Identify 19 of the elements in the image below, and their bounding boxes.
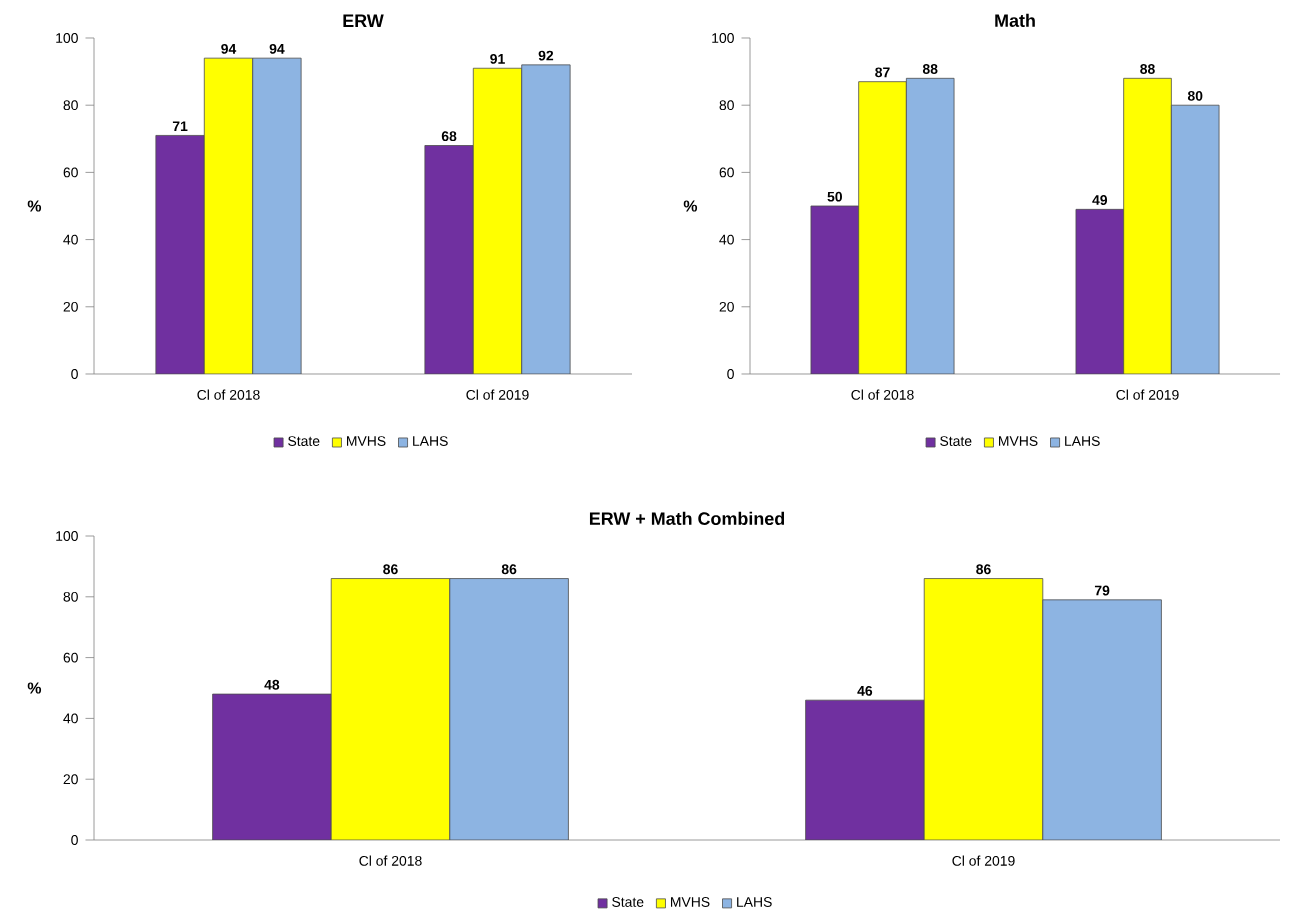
bar: [449, 578, 569, 840]
bar: [521, 64, 571, 374]
bar: [810, 205, 860, 374]
bar: [805, 699, 925, 840]
chart-title: Math: [995, 13, 1035, 27]
bar: [330, 578, 451, 840]
bar: [905, 77, 955, 374]
bar: [1075, 208, 1125, 374]
bar: [472, 67, 523, 374]
bar: [212, 693, 332, 840]
bar: [1123, 77, 1172, 374]
bar: [252, 57, 302, 374]
bar: [1042, 599, 1162, 840]
bar: [203, 57, 254, 374]
chart-title: ERW: [343, 14, 384, 27]
bar: [1170, 104, 1220, 374]
bar: [858, 81, 907, 374]
chart-title: ERW + Math Combined: [589, 511, 785, 525]
bar: [923, 578, 1044, 840]
